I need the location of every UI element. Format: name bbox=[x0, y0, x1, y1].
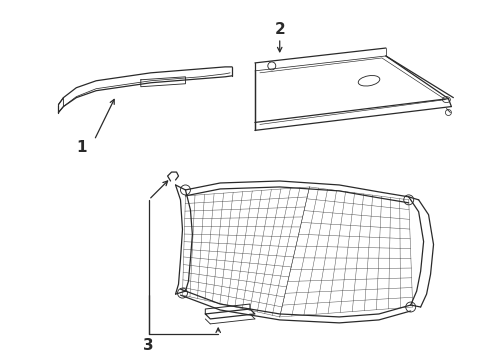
Text: 2: 2 bbox=[274, 22, 285, 37]
Text: 1: 1 bbox=[76, 140, 86, 155]
Text: 3: 3 bbox=[143, 338, 154, 353]
